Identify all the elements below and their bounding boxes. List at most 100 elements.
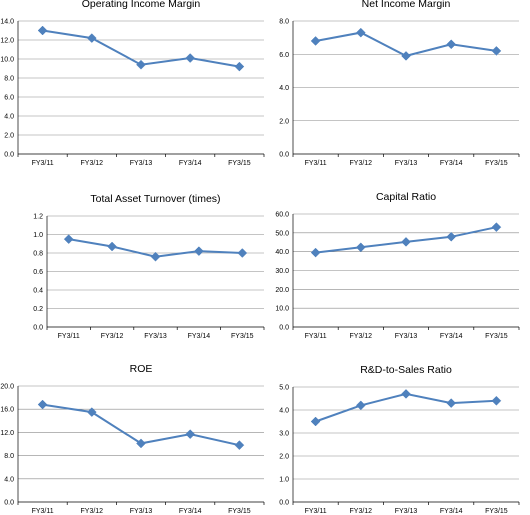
y-tick-label: 0.8 [33, 251, 43, 258]
data-point [86, 33, 97, 43]
y-tick-label: 4.0 [4, 114, 14, 121]
x-tick-label: FY3/11 [305, 508, 327, 515]
y-tick-label: 0.0 [4, 500, 14, 507]
x-tick-label: FY3/12 [350, 333, 373, 340]
data-point [310, 36, 321, 46]
data-point [107, 241, 117, 252]
data-point [185, 53, 196, 63]
chart-title: R&D-to-Sales Ratio [360, 364, 452, 376]
data-point [86, 407, 97, 417]
data-point [491, 46, 502, 56]
y-tick-label: 0.2 [33, 306, 43, 313]
y-tick-label: 8.0 [279, 19, 289, 26]
y-tick-label: 4.0 [279, 408, 289, 415]
x-tick-label: FY3/13 [395, 508, 418, 515]
chart-panel: Net Income Margin 0.0 2.0 4.0 6.0 8.0 FY3/11 FY… [279, 0, 520, 167]
x-tick-label: FY3/12 [101, 333, 124, 340]
x-tick-label: FY3/13 [144, 333, 167, 340]
data-point [185, 429, 196, 439]
x-tick-label: FY3/13 [130, 508, 153, 515]
y-tick-label: 2.0 [279, 454, 289, 461]
y-tick-label: 6.0 [4, 95, 14, 102]
y-tick-label: 0.0 [279, 325, 289, 332]
data-point [401, 237, 411, 247]
y-tick-label: 12.0 [0, 38, 14, 45]
chart-panel: Total Asset Turnover (times) 0.0 0.2 0.4 0.6… [33, 193, 265, 340]
x-tick-label: FY3/11 [305, 333, 327, 340]
x-tick-label: FY3/13 [395, 160, 418, 167]
x-tick-label: FY3/13 [395, 333, 418, 340]
x-tick-label: FY3/15 [485, 508, 508, 515]
chart-panel: Operating Income Margin 0.0 2.0 4.0 6.0 8.0 10… [0, 0, 265, 167]
y-tick-label: 20.0 [0, 384, 14, 391]
y-tick-label: 14.0 [0, 19, 14, 26]
y-tick-label: 1.2 [33, 214, 43, 221]
y-tick-label: 10.0 [275, 306, 289, 313]
data-point [136, 438, 146, 449]
x-tick-label: FY3/14 [440, 508, 463, 515]
data-point [446, 39, 457, 50]
x-tick-label: FY3/15 [228, 160, 251, 167]
y-tick-label: 0.4 [33, 288, 43, 295]
x-tick-label: FY3/11 [305, 160, 327, 167]
y-tick-label: 0.0 [279, 152, 289, 159]
data-point [446, 398, 457, 408]
x-tick-label: FY3/14 [179, 160, 202, 167]
chart-title: ROE [130, 363, 153, 375]
data-point [491, 395, 502, 406]
x-tick-label: FY3/14 [179, 508, 202, 515]
y-tick-label: 3.0 [279, 431, 289, 438]
y-tick-label: 4.0 [279, 85, 289, 92]
y-tick-label: 0.6 [33, 269, 43, 276]
y-tick-label: 0.0 [33, 325, 43, 332]
y-tick-label: 8.0 [4, 453, 14, 460]
x-tick-label: FY3/15 [228, 508, 251, 515]
x-tick-label: FY3/12 [81, 508, 104, 515]
x-tick-label: FY3/15 [231, 333, 254, 340]
x-tick-label: FY3/13 [130, 160, 153, 167]
y-tick-label: 40.0 [275, 249, 289, 256]
data-point [401, 389, 411, 399]
y-tick-label: 0.0 [279, 500, 289, 507]
y-tick-label: 5.0 [279, 385, 289, 392]
data-point [310, 416, 321, 427]
y-tick-label: 2.0 [4, 133, 14, 140]
data-point [136, 59, 146, 70]
x-tick-label: FY3/11 [32, 508, 54, 515]
data-point [37, 399, 48, 410]
y-tick-label: 1.0 [33, 232, 43, 239]
data-point [355, 27, 366, 38]
data-point [234, 440, 245, 451]
y-tick-label: 16.0 [0, 407, 14, 414]
chart-title: Net Income Margin [362, 0, 451, 10]
x-tick-label: FY3/12 [350, 160, 373, 167]
data-point [355, 400, 366, 411]
y-tick-label: 1.0 [279, 477, 289, 484]
x-tick-label: FY3/15 [485, 160, 508, 167]
y-tick-label: 4.0 [4, 476, 14, 483]
y-tick-label: 8.0 [4, 76, 14, 83]
y-tick-label: 6.0 [279, 52, 289, 59]
data-point [355, 242, 366, 253]
x-tick-label: FY3/11 [58, 333, 80, 340]
y-tick-label: 60.0 [275, 212, 289, 219]
x-tick-label: FY3/15 [485, 333, 508, 340]
data-point [446, 231, 457, 242]
chart-panel: R&D-to-Sales Ratio 0.0 1.0 2.0 3.0 4.0 5.0 FY3/… [279, 364, 520, 515]
data-point [150, 251, 161, 262]
y-tick-label: 0.0 [4, 152, 14, 159]
x-tick-label: FY3/14 [440, 160, 463, 167]
data-point [234, 61, 245, 72]
data-point [310, 247, 321, 258]
data-point [63, 234, 74, 244]
x-tick-label: FY3/12 [350, 508, 373, 515]
x-tick-label: FY3/14 [188, 333, 211, 340]
y-tick-label: 20.0 [275, 287, 289, 294]
data-point [194, 246, 204, 257]
chart-title: Capital Ratio [376, 191, 436, 203]
chart-title: Total Asset Turnover (times) [90, 193, 220, 205]
x-tick-label: FY3/14 [440, 333, 463, 340]
y-tick-label: 2.0 [279, 118, 289, 125]
x-tick-label: FY3/11 [32, 160, 54, 167]
